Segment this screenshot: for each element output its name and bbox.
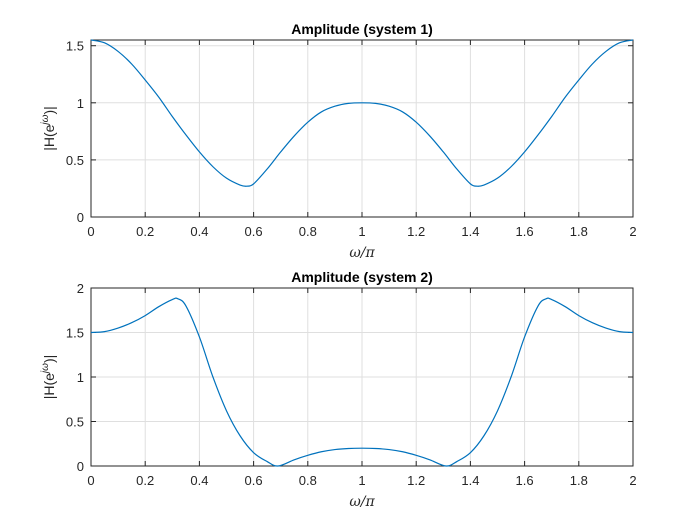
y-tick-label: 1.5 bbox=[66, 39, 84, 54]
x-tick-label: 0.2 bbox=[136, 473, 154, 488]
x-tick-label: 0.6 bbox=[245, 224, 263, 239]
x-tick-label: 1.8 bbox=[570, 473, 588, 488]
y-axis-label-main: |H(e bbox=[41, 373, 57, 399]
subplot-2: 0 0.2 0.4 0.6 0.8 1 1.2 1.4 1.6 1.8 2 0 0.5 1 1.5 2 Ampl… bbox=[40, 269, 637, 510]
x-axis-label: ω/π bbox=[349, 494, 375, 510]
x-tick-label: 2 bbox=[629, 224, 636, 239]
x-tick-label: 1.2 bbox=[407, 473, 425, 488]
x-tick-label: 2 bbox=[629, 473, 636, 488]
x-tick-label: 1.6 bbox=[516, 224, 534, 239]
y-tick-label: 0.5 bbox=[66, 415, 84, 430]
y-tick-label: 0 bbox=[77, 210, 84, 225]
y-tick-label: 2 bbox=[77, 281, 84, 296]
y-axis-label-main: |H(e bbox=[41, 124, 57, 150]
y-tick-label: 1.5 bbox=[66, 326, 84, 341]
y-axis-label: |H(ejω)| bbox=[40, 355, 57, 400]
x-tick-label: 0.2 bbox=[136, 224, 154, 239]
x-tick-label: 1 bbox=[358, 473, 365, 488]
x-tick-label: 0 bbox=[87, 224, 94, 239]
x-tick-label: 0.6 bbox=[245, 473, 263, 488]
series-line bbox=[90, 297, 634, 467]
x-tick-label: 0.8 bbox=[299, 473, 317, 488]
chart-title: Amplitude (system 2) bbox=[291, 269, 433, 285]
chart-title: Amplitude (system 1) bbox=[291, 21, 433, 37]
x-tick-label: 0.4 bbox=[190, 224, 208, 239]
y-tick-label: 1 bbox=[77, 96, 84, 111]
x-tick-label: 0.8 bbox=[299, 224, 317, 239]
x-tick-label: 1.8 bbox=[570, 224, 588, 239]
y-axis-label-tail: )| bbox=[41, 355, 57, 363]
x-tick-label: 1 bbox=[358, 224, 365, 239]
y-axis-label: |H(ejω)| bbox=[40, 106, 57, 151]
subplots: 0 0.2 0.4 0.6 0.8 1 1.2 1.4 1.6 1.8 2 0 0.5 1 1.5 Ampli… bbox=[40, 21, 637, 510]
x-tick-label: 1.2 bbox=[407, 224, 425, 239]
y-tick-label: 1 bbox=[77, 370, 84, 385]
x-tick-label: 1.6 bbox=[516, 473, 534, 488]
x-tick-label: 1.4 bbox=[461, 224, 479, 239]
subplot-1: 0 0.2 0.4 0.6 0.8 1 1.2 1.4 1.6 1.8 2 0 0.5 1 1.5 Ampli… bbox=[40, 21, 637, 261]
y-tick-label: 0 bbox=[77, 459, 84, 474]
y-axis-label-superscript: jω bbox=[40, 114, 51, 126]
x-tick-label: 1.4 bbox=[461, 473, 479, 488]
series-line bbox=[90, 39, 634, 187]
y-axis-label-superscript: jω bbox=[40, 363, 51, 375]
y-axis-label-tail: )| bbox=[41, 106, 57, 114]
x-tick-label: 0.4 bbox=[190, 473, 208, 488]
x-axis-label: ω/π bbox=[349, 245, 375, 261]
y-tick-label: 0.5 bbox=[66, 153, 84, 168]
x-tick-label: 0 bbox=[87, 473, 94, 488]
